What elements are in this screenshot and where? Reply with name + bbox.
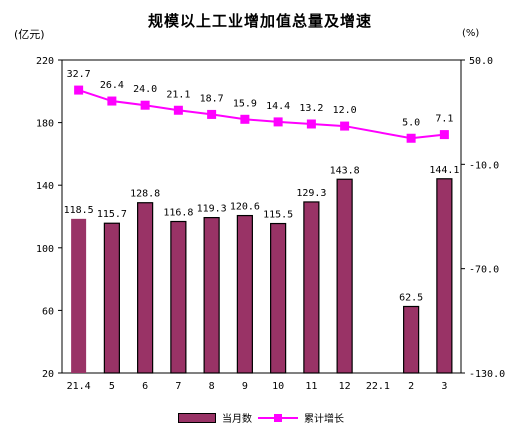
x-axis-tick-label: 8: [209, 381, 215, 392]
left-axis-unit: (亿元): [14, 28, 45, 41]
line-series: [78, 89, 445, 140]
bar: [137, 202, 154, 374]
bar-data-label: 115.5: [263, 210, 293, 221]
line-data-label: 5.0: [402, 117, 420, 128]
bar-data-label: 118.5: [64, 205, 94, 216]
legend-line-swatch: [258, 413, 298, 423]
x-axis-tick-label: 2: [408, 381, 414, 392]
bar: [403, 305, 420, 374]
bar-data-label: 120.6: [230, 202, 260, 213]
legend-bar-label: 当月数: [222, 414, 252, 425]
line-data-label: 15.9: [233, 98, 257, 109]
x-axis-tick-label: 21.4: [67, 381, 91, 392]
left-axis-tick-label: 140: [36, 181, 54, 192]
line-marker: [173, 105, 183, 115]
bar-data-label: 119.3: [197, 204, 227, 215]
bar: [103, 222, 120, 374]
line-data-label: 21.1: [166, 89, 190, 100]
line-data-label: 14.4: [266, 101, 290, 112]
legend-item-line: 累计增长: [258, 410, 344, 425]
bar-data-label: 116.8: [163, 208, 193, 219]
line-data-label: 26.4: [100, 80, 124, 91]
left-axis-tick-label: 100: [36, 244, 54, 255]
line-data-label: 13.2: [299, 103, 323, 114]
line-marker: [406, 133, 416, 143]
chart-title: 规模以上工业增加值总量及增速: [147, 12, 372, 30]
bar: [336, 178, 353, 374]
left-axis-tick-label: 60: [42, 306, 54, 317]
bar: [436, 178, 453, 374]
bar-data-label: 129.3: [296, 188, 326, 199]
x-axis-tick-label: 11: [305, 381, 317, 392]
bar: [170, 220, 187, 374]
x-axis-tick-label: 22.1: [366, 381, 390, 392]
line-data-label: 7.1: [435, 114, 453, 125]
x-axis-tick-label: 10: [272, 381, 284, 392]
legend-bar-swatch: [178, 412, 216, 423]
line-data-label: 24.0: [133, 84, 157, 95]
line-marker: [340, 121, 350, 131]
left-axis-tick-label: 20: [42, 369, 54, 380]
legend: 当月数 累计增长: [0, 410, 520, 428]
bar-data-label: 144.1: [429, 165, 459, 176]
x-axis-tick-label: 9: [242, 381, 248, 392]
line-marker: [207, 109, 217, 119]
bar: [203, 216, 220, 374]
line-data-label: 12.0: [333, 105, 357, 116]
legend-item-bar: 当月数: [178, 410, 252, 425]
bar-data-label: 115.7: [97, 209, 127, 220]
line-marker: [306, 119, 316, 129]
bar: [303, 201, 320, 374]
plot-frame: [61, 59, 462, 374]
bar: [270, 222, 287, 374]
line-marker: [240, 114, 250, 124]
bar-data-label: 62.5: [399, 292, 423, 303]
legend-line-label: 累计增长: [304, 414, 344, 425]
x-axis-tick-label: 12: [339, 381, 351, 392]
line-marker: [439, 130, 449, 140]
line-marker: [74, 85, 84, 95]
bar-data-label: 143.8: [330, 165, 360, 176]
line-data-label: 32.7: [67, 69, 91, 80]
x-axis-tick-label: 6: [142, 381, 148, 392]
bar: [71, 218, 87, 373]
left-axis-tick-label: 220: [36, 56, 54, 67]
right-axis-tick-label: -10.0: [469, 160, 499, 171]
right-axis-unit: (%): [462, 28, 480, 39]
x-axis-tick-label: 3: [441, 381, 447, 392]
left-axis-tick-label: 180: [36, 119, 54, 130]
right-axis-tick-label: -70.0: [469, 265, 499, 276]
line-marker: [107, 96, 117, 106]
bar-data-label: 128.8: [130, 189, 160, 200]
line-data-label: 18.7: [200, 93, 224, 104]
right-axis-tick-label: 50.0: [469, 56, 493, 67]
line-marker: [140, 100, 150, 110]
x-axis-tick-label: 5: [109, 381, 115, 392]
line-marker: [273, 117, 283, 127]
x-axis-tick-label: 7: [175, 381, 181, 392]
right-axis-tick-label: -130.0: [469, 369, 505, 380]
bar: [236, 214, 253, 374]
